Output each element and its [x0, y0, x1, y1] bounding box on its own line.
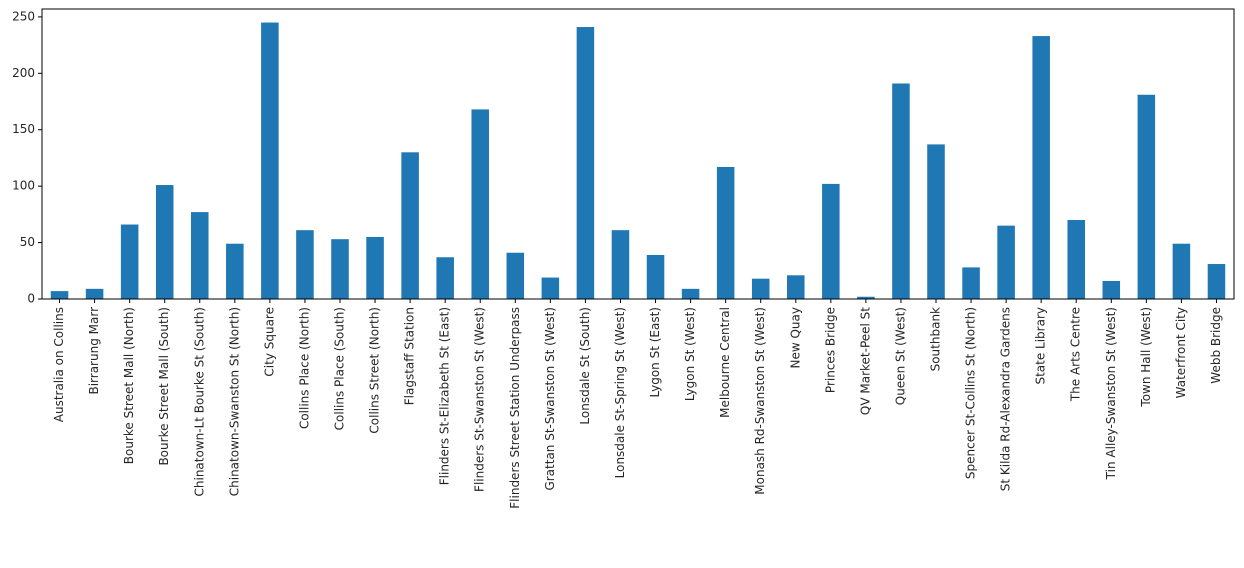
bar	[1067, 220, 1085, 299]
x-tick-label: Chinatown-Swanston St (North)	[227, 307, 241, 496]
x-tick-label: Spencer St-Collins St (North)	[964, 307, 978, 479]
x-tick-label: Collins Place (North)	[297, 307, 311, 429]
bar	[857, 296, 875, 299]
bar	[261, 22, 279, 299]
bar	[471, 109, 489, 300]
bar	[751, 278, 770, 299]
bar	[1172, 243, 1191, 299]
bar	[681, 288, 700, 299]
y-tick-label: 250	[12, 9, 35, 23]
bar	[401, 152, 419, 299]
bar	[997, 225, 1015, 299]
x-tick-label: Lonsdale St (South)	[578, 307, 592, 425]
y-tick-label: 0	[27, 292, 35, 306]
x-tick-label: Australia on Collins	[52, 307, 66, 422]
x-tick-label: Flinders Street Station Underpass	[508, 307, 522, 509]
y-tick-label: 200	[12, 66, 35, 80]
x-tick-label: City Square	[262, 307, 276, 377]
bar	[1032, 36, 1050, 299]
x-tick-label: Princes Bridge	[823, 307, 837, 393]
x-tick-label: Flinders St-Swanston St (West)	[473, 307, 487, 492]
bar	[716, 166, 735, 299]
x-tick-label: New Quay	[788, 307, 802, 369]
bar	[1137, 94, 1156, 299]
x-tick-label: Melbourne Central	[718, 307, 732, 418]
x-tick-label: Lygon St (East)	[648, 307, 662, 397]
bar	[927, 144, 945, 299]
bar	[120, 224, 139, 299]
y-tick-label: 50	[20, 235, 35, 249]
bar	[822, 183, 840, 299]
bar	[892, 83, 910, 300]
bars-group	[50, 22, 1226, 300]
y-tick-label: 100	[12, 179, 35, 193]
x-tick-label: Bourke Street Mall (North)	[122, 307, 136, 464]
bar	[541, 277, 560, 299]
x-tick-label: QV Market-Peel St	[858, 307, 872, 415]
plot-frame	[41, 8, 1235, 300]
x-tick-label: Bourke Street Mall (South)	[157, 307, 171, 466]
x-tick-label: Collins Street (North)	[368, 307, 382, 434]
x-tick-label: Birrarung Marr	[87, 307, 101, 395]
x-tick-label: Lonsdale St-Spring St (West)	[613, 307, 627, 478]
bar	[436, 257, 454, 299]
bar	[366, 236, 384, 299]
bar	[226, 243, 244, 299]
bar	[646, 254, 665, 299]
x-tick-label: Waterfront City	[1174, 307, 1188, 398]
x-tick-label: Collins Place (South)	[333, 307, 347, 430]
bar	[962, 267, 980, 299]
y-axis-ticks: 0 50 100 150 200 250	[12, 9, 42, 306]
x-tick-label: State Library	[1034, 307, 1048, 385]
x-axis-ticks: Australia on Collins Birrarung Marr Bourke…	[52, 299, 1223, 509]
bar	[50, 291, 69, 299]
bar	[787, 275, 805, 299]
bar	[191, 212, 209, 299]
bar	[296, 230, 314, 299]
bar	[506, 252, 525, 299]
x-tick-label: The Arts Centre	[1069, 307, 1083, 402]
x-tick-label: Lygon St (West)	[683, 307, 697, 401]
bar	[85, 288, 104, 299]
bar	[611, 230, 630, 299]
x-tick-label: Monash Rd-Swanston St (West)	[753, 307, 767, 495]
bar	[1102, 280, 1121, 299]
x-tick-label: Grattan St-Swanston St (West)	[543, 307, 557, 491]
x-tick-label: Queen St (West)	[893, 307, 907, 405]
x-tick-label: Webb Bridge	[1209, 307, 1223, 384]
x-tick-label: Southbank	[929, 307, 943, 371]
x-tick-label: Flagstaff Station	[403, 307, 417, 405]
x-tick-label: St Kilda Rd-Alexandra Gardens	[999, 307, 1013, 491]
bar	[155, 185, 174, 299]
x-tick-label: Town Hall (West)	[1139, 307, 1153, 408]
x-tick-label: Chinatown-Lt Bourke St (South)	[192, 307, 206, 497]
y-tick-label: 150	[12, 122, 35, 136]
bar	[331, 239, 349, 299]
bar	[1207, 264, 1226, 299]
bar	[576, 27, 595, 299]
x-tick-label: Tin Alley-Swanston St (West)	[1104, 307, 1118, 480]
x-tick-label: Flinders St-Elizabeth St (East)	[438, 307, 452, 485]
